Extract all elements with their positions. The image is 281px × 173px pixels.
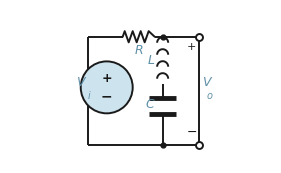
Text: $V$: $V$ <box>202 76 213 89</box>
Text: +: + <box>187 42 197 52</box>
Text: −: − <box>101 89 112 103</box>
Circle shape <box>81 61 133 113</box>
Text: $L$: $L$ <box>147 54 155 67</box>
Text: $V$: $V$ <box>76 76 87 89</box>
Text: $R$: $R$ <box>134 44 143 57</box>
Text: o: o <box>207 91 213 101</box>
Text: −: − <box>187 126 197 139</box>
Text: i: i <box>88 91 91 101</box>
Text: +: + <box>101 72 112 85</box>
Text: $C$: $C$ <box>145 98 156 111</box>
